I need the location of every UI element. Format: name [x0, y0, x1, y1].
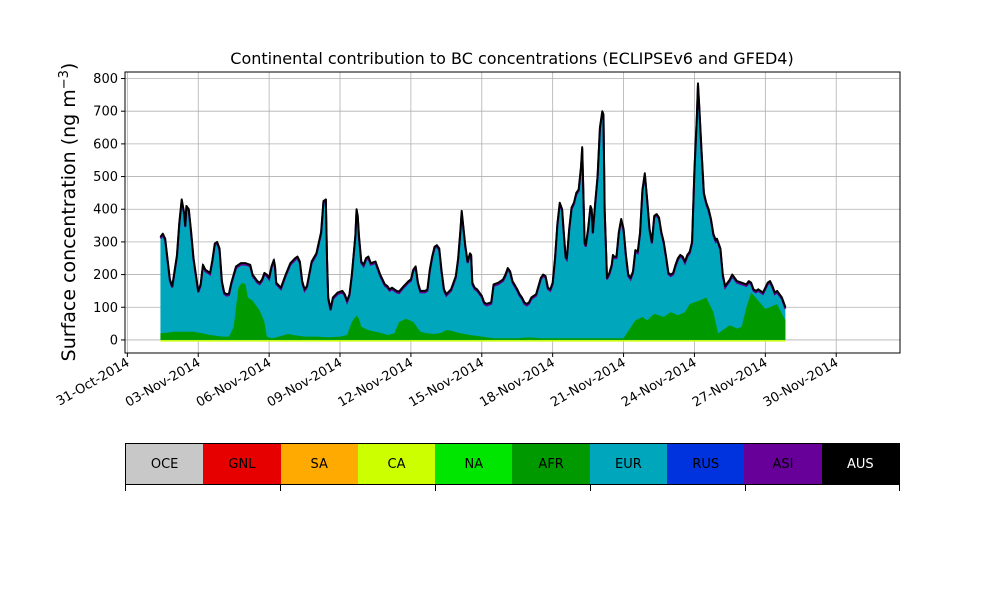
legend-item-rus: RUS [667, 444, 745, 484]
legend-item-eur: EUR [589, 444, 668, 484]
legend-tick [125, 485, 126, 491]
legend-tick [590, 485, 591, 491]
y-tick-label: 200 [93, 268, 118, 283]
series-area-eur [160, 83, 786, 340]
legend-item-afr: AFR [512, 444, 590, 484]
stacked-areas [159, 82, 787, 342]
legend-tick [899, 485, 900, 491]
series-line-aus [159, 82, 787, 310]
x-tick-label: 06-Nov-2014 [194, 355, 274, 410]
x-tick-label: 21-Nov-2014 [548, 355, 628, 410]
y-tick-label: 800 [93, 72, 118, 87]
series-area-afr [160, 282, 786, 340]
y-tick-label: 400 [93, 203, 118, 218]
x-tick-label: 09-Nov-2014 [265, 355, 345, 410]
legend-tick [745, 485, 746, 491]
legend-ticks [125, 485, 900, 491]
x-tick-label: 27-Nov-2014 [690, 355, 770, 410]
legend-item-gnl: GNL [203, 444, 281, 484]
x-tick-label: 18-Nov-2014 [477, 355, 557, 410]
y-tick-label: 600 [93, 137, 118, 152]
y-axis-label: Surface concentration (ng m−3) [57, 63, 80, 362]
x-tick-label: 31-Oct-2014 [54, 355, 132, 409]
y-tick-label: 0 [110, 333, 118, 348]
legend-item-na: NA [435, 444, 513, 484]
y-tick-label: 500 [93, 170, 118, 185]
legend-item-oce: OCE [126, 444, 204, 484]
legend-item-aus: AUS [821, 444, 899, 484]
legend-item-ca: CA [357, 444, 436, 484]
y-tick-label: 300 [93, 235, 118, 250]
y-tick-label: 700 [93, 105, 118, 120]
y-tick-label: 100 [93, 301, 118, 316]
x-tick-label: 15-Nov-2014 [407, 355, 487, 410]
legend-item-asi: ASI [744, 444, 822, 484]
chart-title: Continental contribution to BC concentra… [230, 49, 793, 68]
x-tick-label: 03-Nov-2014 [123, 355, 203, 410]
legend-tick [280, 485, 281, 491]
plot-frame [124, 71, 901, 354]
x-tick-label: 24-Nov-2014 [619, 355, 699, 410]
legend-item-sa: SA [280, 444, 358, 484]
legend-tick [435, 485, 436, 491]
x-tick-label: 12-Nov-2014 [336, 355, 416, 410]
legend-colorbar: OCE GNL SA CA NA AFR EUR RUS ASI AUS [125, 443, 900, 485]
x-tick-label: 30-Nov-2014 [761, 355, 841, 410]
